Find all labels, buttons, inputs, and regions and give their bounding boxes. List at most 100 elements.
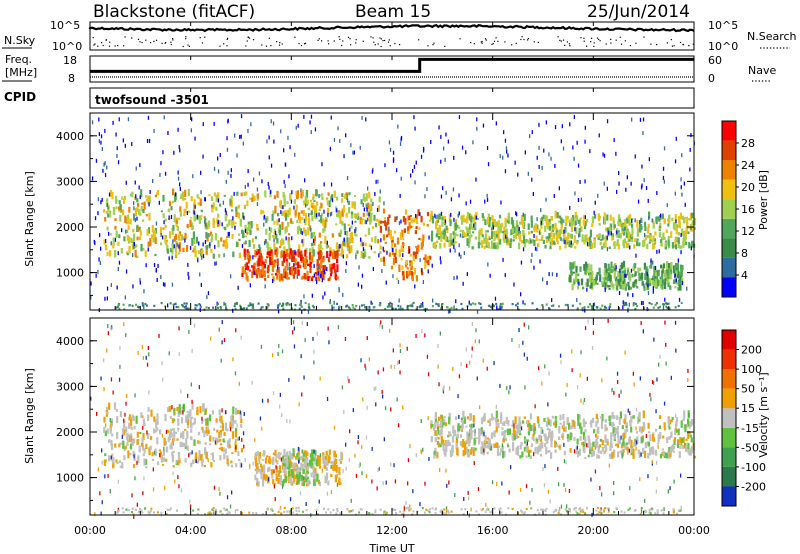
noise-echo: [198, 241, 200, 246]
heatmap-cell: [679, 437, 682, 443]
heatmap-cell: [379, 245, 382, 250]
heatmap-cell: [297, 261, 300, 269]
heatmap-cell: [234, 420, 237, 424]
heatmap-cell: [198, 250, 201, 254]
heatmap-cell: [684, 217, 687, 219]
heatmap-cell: [219, 455, 222, 461]
ground-echo: [440, 509, 443, 512]
heatmap-cell: [394, 248, 398, 255]
heatmap-cell: [235, 463, 238, 468]
noise-echo: [675, 413, 677, 418]
nsearch-point: [155, 39, 158, 41]
heatmap-cell: [155, 419, 158, 426]
heatmap-cell: [615, 281, 618, 286]
noise-echo: [104, 173, 107, 178]
heatmap-cell: [440, 237, 443, 242]
heatmap-cell: [207, 225, 210, 229]
heatmap-cell: [691, 419, 694, 426]
noise-echo: [327, 212, 329, 217]
noise-echo: [577, 198, 580, 202]
ground-echo: [500, 511, 503, 514]
heatmap-cell: [232, 406, 235, 415]
noise-echo: [220, 358, 222, 363]
heatmap-cell: [493, 242, 496, 249]
heatmap-cell: [300, 474, 304, 481]
heatmap-cell: [576, 454, 580, 458]
heatmap-cell: [443, 242, 446, 248]
ground-echo: [625, 303, 628, 306]
noise-echo: [680, 505, 682, 510]
heatmap-cell: [325, 450, 328, 456]
noise-echo: [333, 300, 335, 305]
heatmap-cell: [200, 209, 203, 213]
heatmap-cell: [380, 257, 383, 262]
heatmap-cell: [685, 445, 688, 453]
noise-echo: [435, 215, 437, 220]
heatmap-cell: [115, 230, 118, 238]
heatmap-cell: [144, 250, 147, 257]
heatmap-cell: [653, 244, 656, 249]
noise-echo: [344, 230, 346, 235]
noise-echo: [355, 473, 358, 478]
heatmap-cell: [286, 459, 289, 467]
heatmap-cell: [120, 248, 123, 254]
noise-echo: [471, 322, 473, 326]
heatmap-cell: [439, 423, 442, 429]
heatmap-cell: [386, 234, 389, 238]
heatmap-cell: [116, 432, 119, 439]
noise-echo: [214, 244, 216, 249]
noise-echo: [501, 481, 503, 486]
heatmap-cell: [231, 424, 234, 429]
heatmap-cell: [661, 272, 664, 281]
noise-echo: [366, 217, 369, 222]
heatmap-cell: [662, 435, 665, 439]
noise-echo: [110, 377, 113, 382]
ground-echo: [301, 510, 304, 513]
heatmap-cell: [218, 432, 221, 439]
heatmap-cell: [440, 231, 443, 239]
ground-echo: [461, 307, 464, 310]
heatmap-cell: [426, 255, 429, 262]
heatmap-cell: [674, 265, 677, 271]
heatmap-cell: [668, 263, 671, 269]
heatmap-cell: [423, 257, 426, 260]
heatmap-cell: [150, 409, 153, 417]
noise-echo: [505, 234, 507, 239]
heatmap-cell: [684, 238, 687, 242]
heatmap-cell: [174, 194, 177, 202]
noise-echo: [496, 482, 498, 487]
noise-echo: [576, 445, 578, 450]
noise-echo: [465, 201, 467, 206]
heatmap-cell: [394, 216, 397, 222]
ground-echo: [239, 304, 242, 307]
heatmap-cell: [255, 460, 258, 467]
heatmap-cell: [201, 250, 204, 257]
heatmap-cell: [103, 459, 106, 466]
noise-echo: [606, 247, 609, 252]
noise-echo: [586, 263, 588, 268]
heatmap-cell: [624, 429, 627, 434]
heatmap-cell: [306, 462, 309, 469]
heatmap-cell: [689, 434, 692, 438]
noise-echo: [165, 429, 168, 434]
ground-echo: [501, 302, 504, 305]
noise-echo: [94, 512, 96, 517]
noise-echo: [254, 438, 256, 443]
heatmap-cell: [114, 250, 117, 258]
nsearch-point: [298, 43, 300, 45]
noise-echo: [240, 114, 243, 119]
heatmap-cell: [332, 251, 335, 259]
heatmap-cell: [265, 455, 269, 458]
noise-echo: [107, 324, 109, 328]
heatmap-cell: [440, 414, 443, 419]
heatmap-cell: [151, 452, 154, 457]
heatmap-cell: [658, 232, 661, 238]
heatmap-cell: [200, 453, 203, 462]
heatmap-cell: [598, 233, 601, 238]
noise-echo: [652, 260, 654, 265]
colorbar-tick-label: 24: [741, 159, 755, 172]
heatmap-cell: [290, 477, 293, 486]
noise-echo: [139, 280, 141, 285]
heatmap-cell: [281, 211, 284, 216]
noise-echo: [303, 294, 305, 299]
